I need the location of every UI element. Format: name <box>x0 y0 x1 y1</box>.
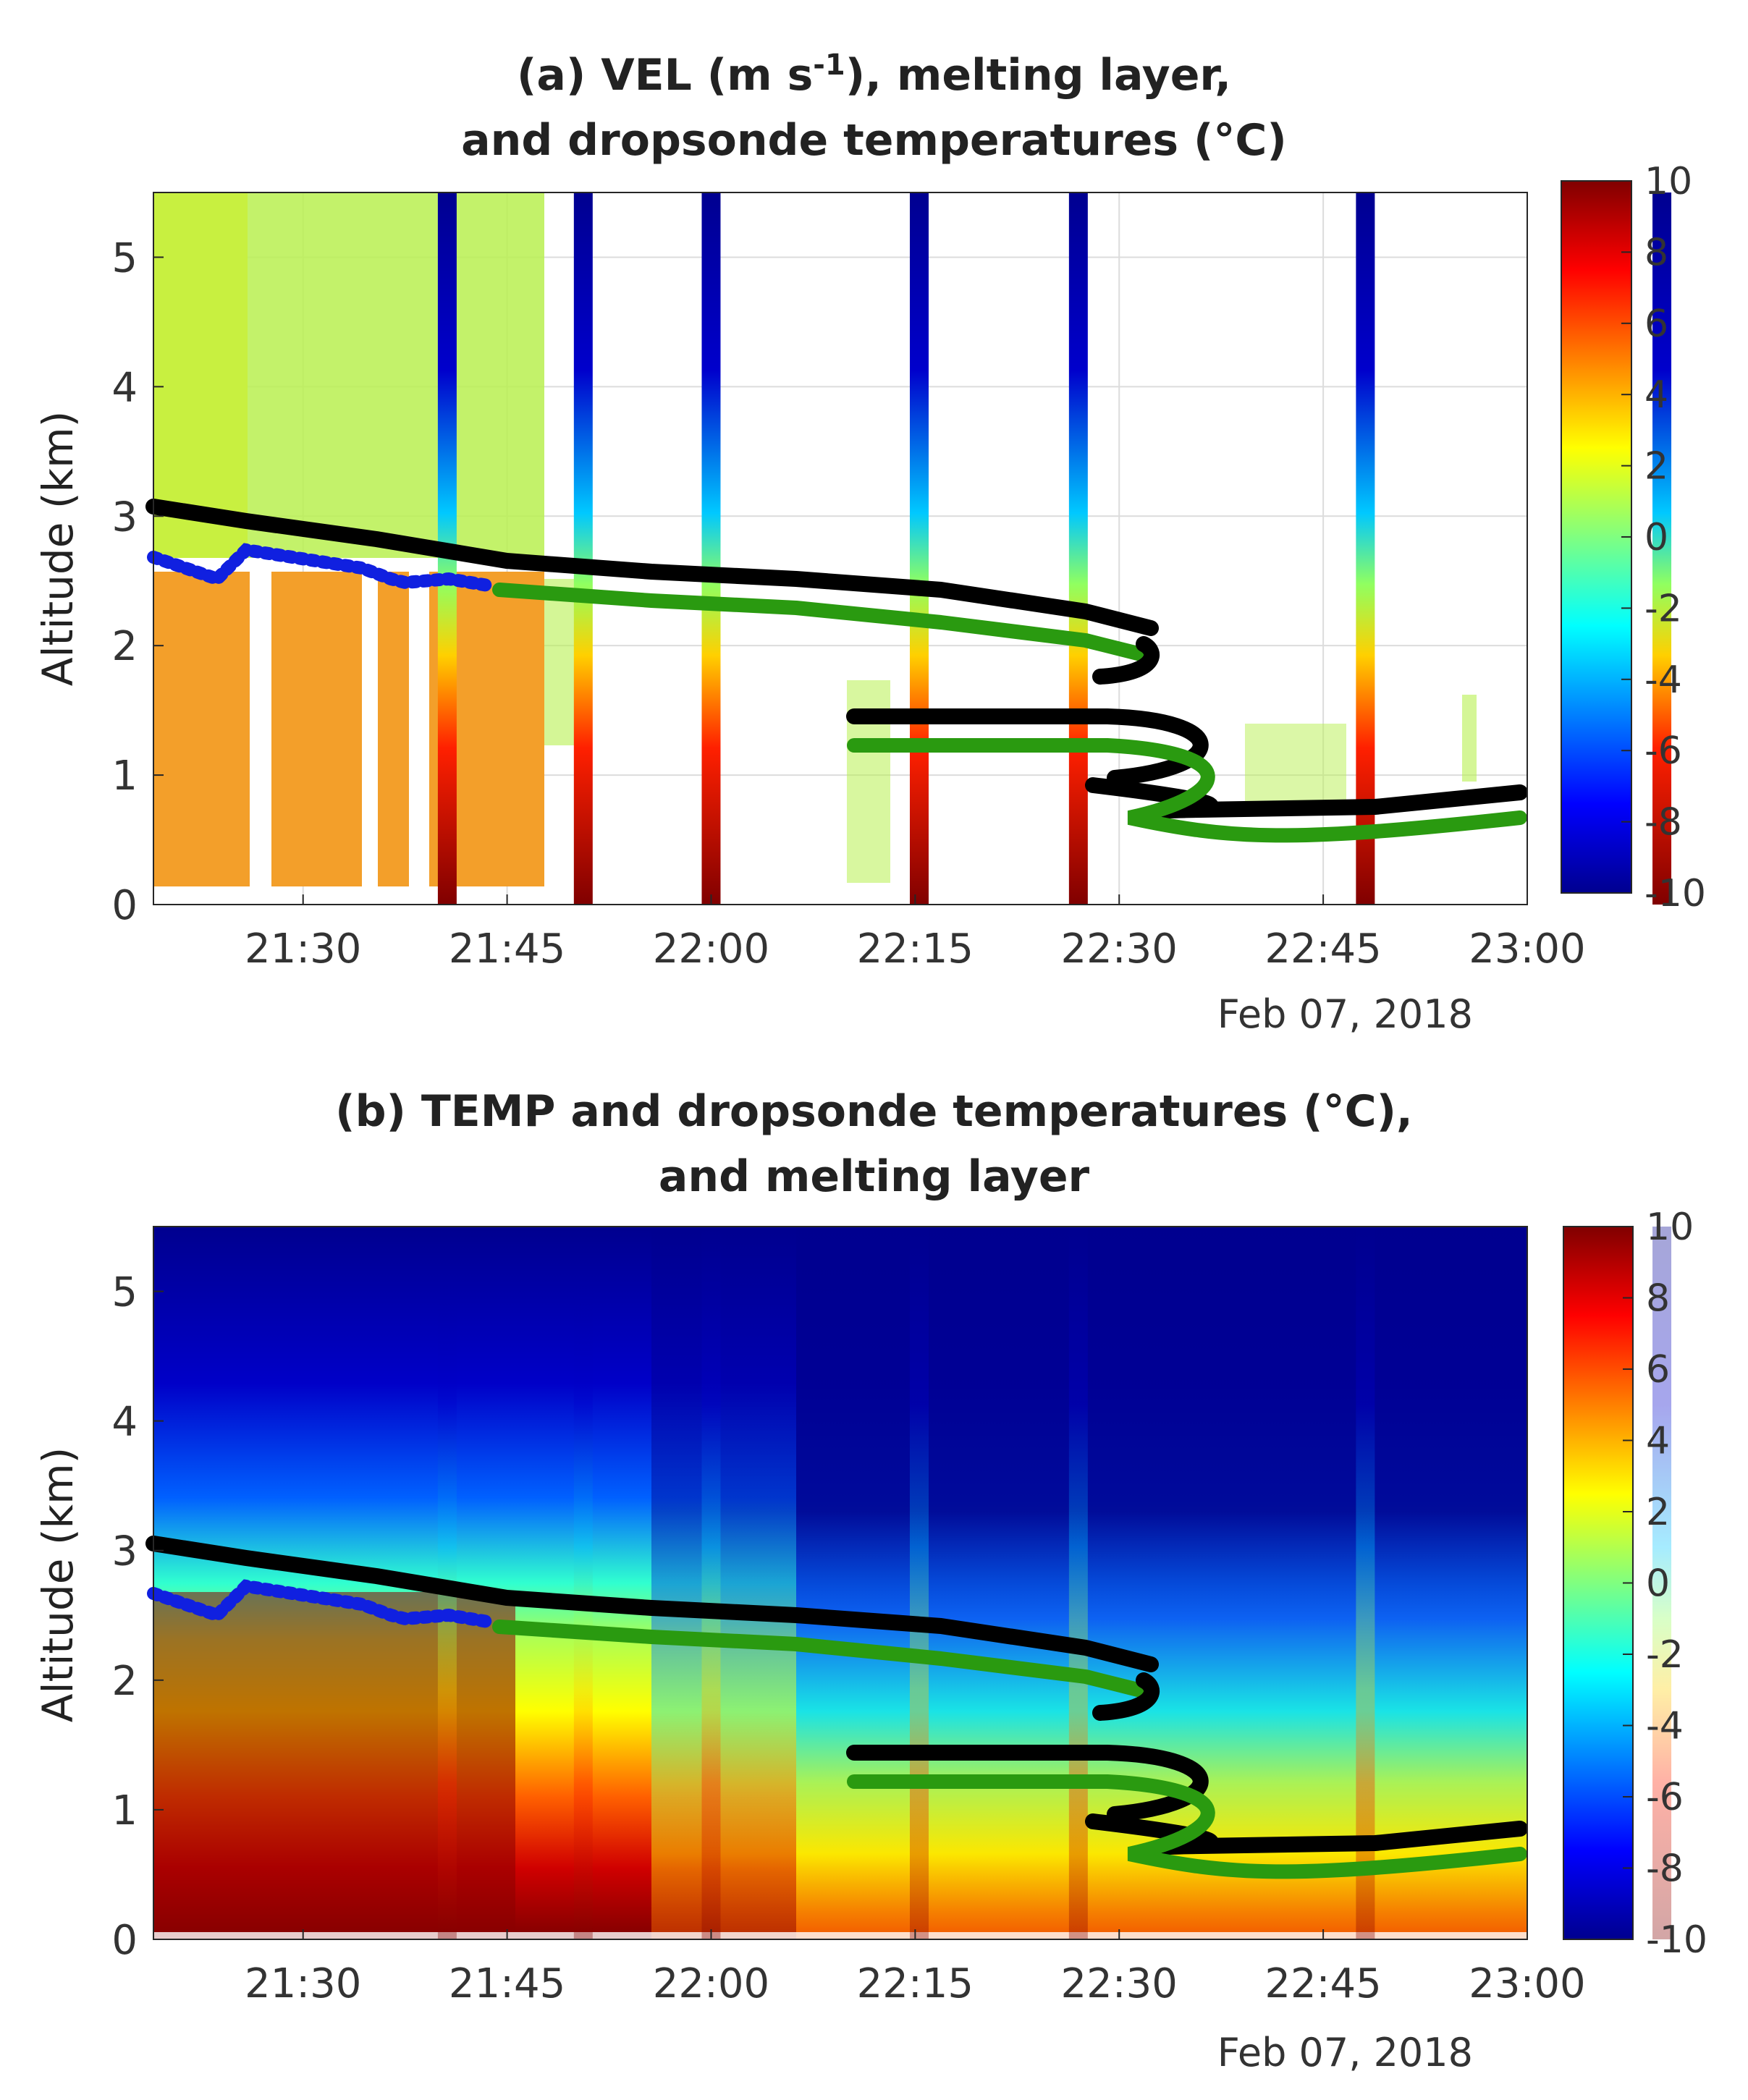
colorbar-tick-label: 10 <box>1646 1206 1694 1249</box>
panel-a-melting-layer-fold-green <box>847 738 1527 843</box>
panel-b-y-label: Altitude (km) <box>33 1447 83 1722</box>
panel-a-melting-layer-top <box>145 499 1159 636</box>
x-tick-label: 22:00 <box>653 1960 769 2007</box>
x-tick-label: 22:45 <box>1264 926 1381 973</box>
colorbar-tick-label: 6 <box>1644 302 1668 346</box>
colorbar-tick-label: -8 <box>1646 1847 1684 1891</box>
colorbar-tick-label: -4 <box>1644 659 1682 702</box>
y-tick-label: 1 <box>111 753 138 800</box>
x-tick-label: 21:45 <box>449 926 565 973</box>
y-tick-label: 2 <box>111 623 138 670</box>
colorbar-tick-label: -10 <box>1644 872 1706 915</box>
colorbar-tick-label: 0 <box>1644 516 1668 559</box>
colorbar-tick-label: 10 <box>1644 160 1692 203</box>
x-tick-label: 23:00 <box>1469 1960 1585 2007</box>
y-tick-label: 0 <box>111 1917 138 1964</box>
y-tick-label: 2 <box>111 1658 138 1705</box>
colorbar-tick-label: -2 <box>1646 1633 1684 1677</box>
colorbar-tick-label: -4 <box>1646 1705 1684 1748</box>
panel-a-title-line1: (a) VEL (m s-1), melting layer, <box>516 48 1231 101</box>
x-tick-label: 21:30 <box>245 1960 361 2007</box>
panel-b-plot-border <box>153 1226 1528 1940</box>
x-tick-label: 22:00 <box>653 926 769 973</box>
y-tick-label: 1 <box>111 1787 138 1834</box>
dropsonde-column <box>701 1227 721 1939</box>
panel-b-chart: 21:30 21:45 22:00 22:15 22:30 22:45 23:00 0 1 2 3… <box>33 1206 1707 2075</box>
colorbar-tick-label: -6 <box>1646 1776 1684 1819</box>
panel-a-date-label: Feb 07, 2018 <box>1217 991 1473 1037</box>
colorbar-tick-label: 4 <box>1646 1420 1670 1463</box>
panel-b-melting-layer-bottom <box>492 1620 1151 1698</box>
colorbar-tick-label: 2 <box>1644 445 1668 488</box>
y-tick-label: 3 <box>111 494 138 541</box>
colorbar-tick-label: -2 <box>1644 587 1682 630</box>
panel-a-title-line2: and dropsonde temperatures (°C) <box>461 115 1287 166</box>
x-tick-label: 22:15 <box>857 1960 974 2007</box>
y-tick-label: 4 <box>111 364 138 411</box>
panel-a-velocity-echo <box>153 192 1477 886</box>
panel-a-blue-dots <box>147 543 499 593</box>
x-tick-label: 21:45 <box>449 1960 565 2007</box>
colorbar-tick-label: 0 <box>1646 1562 1670 1606</box>
dropsonde-column <box>701 192 721 905</box>
panel-b-melting-layer <box>145 1536 1528 1879</box>
dropsonde-column <box>1068 1227 1088 1939</box>
panel-b-title-line1: (b) TEMP and dropsonde temperatures (°C)… <box>335 1086 1413 1137</box>
dropsonde-column <box>1068 192 1088 905</box>
y-tick-label: 5 <box>111 1269 138 1316</box>
panel-a-melting-layer <box>145 499 1528 843</box>
panel-b-melting-layer-fold-green <box>847 1774 1527 1879</box>
x-tick-label: 22:30 <box>1061 1960 1178 2007</box>
dropsonde-column <box>573 192 593 905</box>
panel-b-colorbar <box>1563 1226 1634 1940</box>
panel-a-plot-border <box>153 192 1528 905</box>
panel-a-y-axis: 0 1 2 3 4 5 <box>111 234 164 929</box>
panel-b-date-label: Feb 07, 2018 <box>1217 2030 1473 2075</box>
panel-b-title-line2: and melting layer <box>658 1151 1090 1202</box>
panel-b-blue-dots <box>147 1579 499 1629</box>
y-tick-label: 3 <box>111 1528 138 1575</box>
colorbar-tick-label: 2 <box>1646 1491 1670 1534</box>
colorbar-tick-label: -10 <box>1646 1918 1707 1962</box>
panel-a-x-axis: 21:30 21:45 22:00 22:15 22:30 22:45 23:00 <box>245 894 1586 973</box>
x-tick-label: 22:45 <box>1264 1960 1381 2007</box>
panel-a-colorbar-ticks: 10 8 6 4 2 0 -2 -4 -6 -8 -10 <box>1621 160 1706 915</box>
colorbar-tick-label: -6 <box>1644 729 1682 773</box>
panel-b-melting-layer-top <box>145 1536 1159 1672</box>
panel-b-colorbar-ticks: 10 8 6 4 2 0 -2 -4 -6 -8 -10 <box>1623 1206 1707 1962</box>
panel-a-colorbar <box>1561 180 1632 894</box>
x-tick-label: 22:30 <box>1061 926 1178 973</box>
dropsonde-column <box>909 192 929 905</box>
x-tick-label: 22:15 <box>857 926 974 973</box>
colorbar-tick-label: 6 <box>1646 1348 1670 1392</box>
colorbar-tick-label: 8 <box>1644 231 1668 274</box>
colorbar-tick-label: 4 <box>1644 373 1668 417</box>
panel-a-chart: 21:30 21:45 22:00 22:15 22:30 22:45 23:00 0 1 2 3… <box>33 160 1706 1037</box>
y-tick-label: 4 <box>111 1399 138 1446</box>
y-tick-label: 5 <box>111 234 138 281</box>
y-tick-label: 0 <box>111 882 138 929</box>
x-tick-label: 21:30 <box>245 926 361 973</box>
colorbar-tick-label: -8 <box>1644 801 1682 844</box>
dropsonde-column <box>909 1227 929 1939</box>
dropsonde-column <box>1356 1227 1375 1939</box>
panel-a-melting-layer-bottom <box>492 583 1151 662</box>
dropsonde-column <box>1652 192 1672 905</box>
colorbar-tick-label: 8 <box>1646 1277 1670 1321</box>
dropsonde-column <box>1652 1227 1672 1939</box>
panel-b-x-axis: 21:30 21:45 22:00 22:15 22:30 22:45 23:00 <box>245 1929 1586 2007</box>
panel-b-y-axis: 0 1 2 3 4 5 <box>111 1269 164 1964</box>
panel-a-y-label: Altitude (km) <box>33 411 83 686</box>
dropsonde-column <box>573 1227 593 1939</box>
x-tick-label: 23:00 <box>1469 926 1585 973</box>
dropsonde-column <box>1356 192 1375 905</box>
